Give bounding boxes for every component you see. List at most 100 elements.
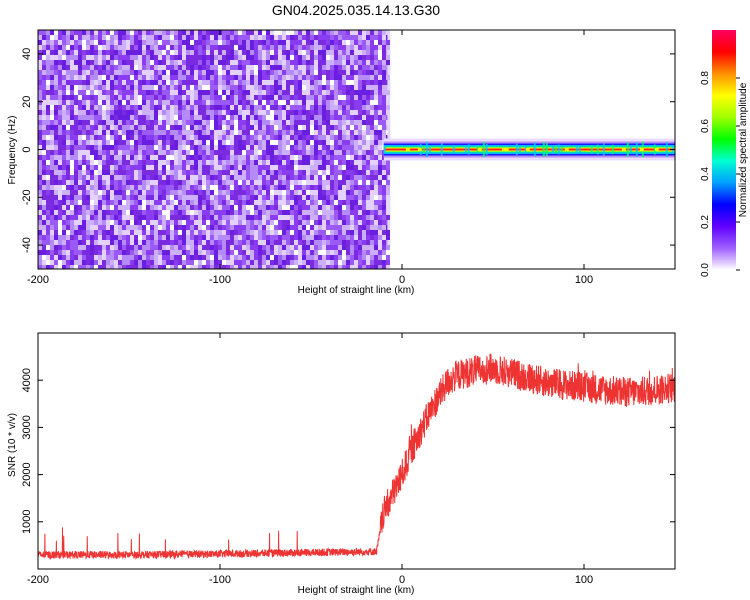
spectrogram-cell	[326, 190, 330, 195]
spectrogram-cell	[358, 30, 362, 35]
spectrogram-cell	[274, 45, 278, 50]
spectrogram-cell	[162, 240, 166, 245]
spectrogram-cell	[362, 95, 366, 100]
spectrogram-cell	[250, 65, 254, 70]
spectrogram-cell	[238, 225, 242, 230]
spectrogram-cell	[314, 240, 318, 245]
spectrogram-cell	[150, 140, 154, 145]
spectrogram-cell	[246, 160, 250, 165]
spectrogram-cell	[374, 250, 378, 255]
spectrogram-cell	[358, 55, 362, 60]
spectrogram-cell	[358, 100, 362, 105]
spectrogram-cell	[166, 220, 170, 225]
spectrogram-cell	[374, 265, 378, 269]
spectrogram-cell	[306, 175, 310, 180]
spectrogram-cell	[366, 260, 370, 269]
spectrogram-cell	[286, 185, 290, 190]
spectrogram-cell	[214, 260, 218, 265]
spectrogram-cell	[370, 265, 374, 269]
spectrogram-cell	[182, 85, 186, 90]
spectrogram-cell	[170, 220, 174, 225]
spectrogram-cell	[62, 125, 66, 130]
spectrogram-cell	[242, 260, 246, 265]
spectrogram-cell	[114, 85, 118, 90]
spectrogram-cell	[110, 40, 114, 45]
spectrogram-cell	[94, 140, 98, 145]
spectrogram-cell	[226, 220, 230, 230]
spectrogram-cell	[334, 100, 338, 105]
spectrogram-cell	[290, 115, 294, 120]
spectrogram-cell	[38, 65, 42, 70]
spectrogram-cell	[387, 125, 391, 130]
spectrogram-cell	[82, 110, 86, 115]
spectrogram-cell	[62, 155, 66, 160]
spectrogram-cell	[270, 90, 274, 95]
spectrogram-cell	[198, 65, 202, 70]
spectrogram-cell	[382, 45, 386, 50]
spectrogram-cell	[166, 50, 170, 55]
spectrogram-cell	[182, 55, 186, 60]
spectrogram-cell	[214, 170, 218, 175]
spectrogram-cell	[238, 190, 242, 195]
spectrogram-cell	[218, 180, 222, 185]
spectrogram-cell	[334, 220, 338, 225]
spectrogram-cell	[238, 70, 242, 75]
spectrogram-cell	[242, 115, 246, 120]
spectrogram-cell	[86, 215, 90, 220]
spectrogram-cell	[222, 265, 226, 269]
spectrogram-cell	[234, 170, 238, 175]
spectrogram-cell	[326, 100, 330, 110]
spectrogram-cell	[98, 265, 102, 269]
spectrogram-cell	[86, 200, 90, 205]
spectrogram-cell	[110, 145, 114, 150]
spectrogram-x-label: Height of straight line (km)	[298, 285, 415, 296]
spectrogram-cell	[58, 85, 62, 90]
spectrogram-cell	[378, 115, 382, 120]
spectrogram-cell	[334, 80, 338, 85]
spectrogram-cell	[370, 105, 374, 110]
spectrogram-cell	[150, 40, 154, 45]
spectrogram-cell	[370, 155, 374, 160]
spectrogram-cell	[218, 45, 222, 50]
spectrogram-cell	[374, 185, 378, 190]
spectrogram-cell	[198, 230, 202, 235]
spectrogram-cell	[170, 55, 174, 60]
spectrogram-cell	[86, 260, 90, 269]
spectrogram-cell	[54, 95, 58, 100]
spectrogram-cell	[234, 90, 238, 95]
spectrogram-cell	[98, 240, 102, 245]
spectrogram-cell	[282, 40, 286, 45]
spectrogram-cell	[358, 225, 362, 230]
spectrogram-cell	[102, 155, 106, 160]
spectrogram-cell	[54, 220, 58, 225]
spectrogram-cell	[86, 180, 90, 185]
signal-band-cell	[428, 145, 431, 154]
spectrogram-cell	[362, 185, 366, 195]
spectrogram-cell	[286, 175, 290, 180]
spectrogram-cell	[270, 155, 274, 160]
spectrogram-cell	[250, 135, 254, 140]
spectrogram-cell	[370, 70, 374, 75]
spectrogram-cell	[50, 145, 54, 150]
spectrogram-cell	[174, 150, 178, 160]
spectrogram-cell	[186, 175, 190, 180]
spectrogram-cell	[186, 220, 190, 230]
spectrogram-cell	[190, 160, 194, 165]
spectrogram-cell	[314, 215, 318, 220]
spectrogram-cell	[278, 135, 282, 140]
spectrogram-cell	[66, 260, 70, 265]
spectrogram-cell	[282, 45, 286, 50]
spectrogram-cell	[174, 140, 178, 145]
spectrogram-cell	[42, 45, 46, 50]
spectrogram-cell	[166, 170, 170, 175]
spectrogram-cell	[310, 135, 314, 140]
spectrogram-cell	[218, 120, 222, 125]
spectrogram-cell	[138, 200, 142, 205]
spectrogram-cell	[46, 200, 50, 205]
spectrogram-cell	[278, 190, 282, 195]
spectrogram-cell	[178, 240, 182, 245]
spectrogram-cell	[186, 255, 190, 260]
spectrogram-cell	[206, 240, 210, 250]
spectrogram-cell	[174, 30, 178, 35]
spectrogram-cell	[186, 190, 190, 195]
